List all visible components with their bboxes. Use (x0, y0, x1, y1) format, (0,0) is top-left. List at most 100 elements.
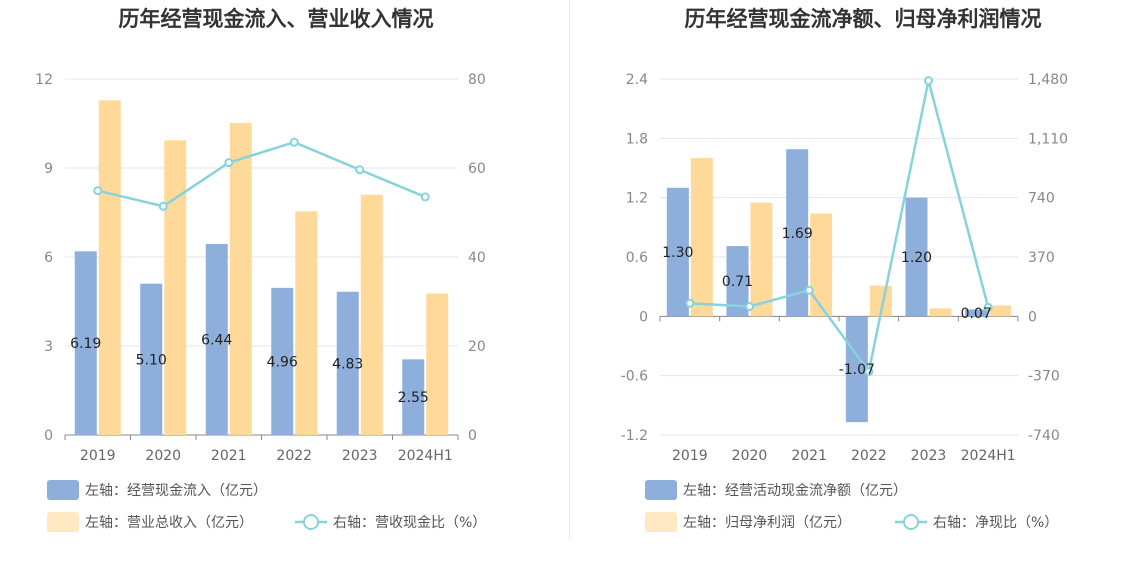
left-axis-tick-label: 12 (35, 72, 53, 88)
category-label: 2021 (211, 448, 247, 464)
legend-swatch (47, 512, 79, 532)
line-point (804, 285, 814, 295)
bar (164, 140, 187, 435)
category-label: 2021 (791, 448, 827, 464)
left-axis-tick-label: 1.8 (626, 131, 648, 147)
bar-value-label: 0.07 (961, 306, 992, 322)
bar-value-label: 5.10 (136, 352, 167, 368)
bar (905, 197, 928, 317)
bar (402, 359, 425, 435)
right-axis-tick-label: 0 (1028, 309, 1037, 325)
ratio-line (689, 80, 990, 375)
panel-divider (569, 0, 570, 540)
right-axis-tick-label: 370 (1028, 250, 1055, 266)
bar (229, 122, 252, 435)
chart-title: 历年经营现金流入、营业收入情况 (119, 7, 434, 31)
right-axis-tick-label: 20 (468, 339, 486, 355)
line-point (685, 298, 695, 308)
line-point (924, 76, 933, 86)
category-label: 2020 (145, 448, 181, 464)
bar (965, 309, 988, 317)
right-axis-tick-label: -370 (1028, 369, 1060, 385)
bar (666, 187, 689, 317)
legend-swatch (645, 480, 677, 500)
right-axis-tick-label: -740 (1028, 428, 1060, 444)
left-axis-tick-label: 0 (639, 309, 648, 325)
line-point (158, 201, 168, 211)
right-axis-tick-label: 740 (1028, 191, 1055, 207)
category-label: 2019 (672, 448, 708, 464)
category-label: 2023 (342, 448, 378, 464)
cash-inflow-revenue-chart-svg: 历年经营现金流入、营业收入情况 0 3 6 9 12 0 20 40 60 80 2019 2020 20… (35, 7, 486, 532)
bar (810, 213, 833, 317)
bar (360, 194, 383, 435)
bar-value-label: 4.96 (267, 354, 298, 370)
bar-value-label: 6.44 (201, 332, 232, 348)
category-label: 2020 (732, 448, 768, 464)
line-point (93, 186, 103, 196)
bar (929, 308, 952, 317)
bar (205, 243, 228, 435)
right-axis-tick-label: 60 (468, 161, 486, 177)
left-axis-tick-label: 0 (44, 428, 53, 444)
line-point (745, 302, 754, 312)
bar (98, 100, 121, 436)
bar-value-label: 1.30 (662, 245, 693, 261)
bar (690, 158, 713, 317)
right-axis-tick-label: 40 (468, 250, 486, 266)
line-point (355, 165, 365, 175)
cash-inflow-revenue-chart: 历年经营现金流入、营业收入情况 0 3 6 9 12 0 20 40 60 80 2019 2020 20… (0, 0, 570, 582)
category-label: 2022 (851, 448, 887, 464)
category-label: 2022 (276, 448, 312, 464)
net-cash-profit-chart: 历年经营现金流净额、归母净利润情况 -1.2 -0.6 0 0.6 1.2 1.8 2.4 -7… (570, 0, 1134, 582)
left-axis-tick-label: 1.2 (626, 191, 648, 207)
category-label: 2024H1 (398, 448, 453, 464)
ratio-line (97, 140, 426, 208)
bar (869, 285, 892, 317)
legend-label: 左轴：经营活动现金流净额（亿元） (683, 483, 907, 499)
right-axis-tick-label: 1,110 (1028, 131, 1068, 147)
left-axis-tick-label: 9 (44, 161, 53, 177)
line-point (864, 367, 874, 377)
bar (271, 287, 294, 435)
left-axis-tick-label: -1.2 (621, 428, 648, 444)
legend-label: 右轴：营收现金比（%） (333, 515, 486, 531)
category-label: 2019 (80, 448, 116, 464)
bar (295, 211, 318, 435)
bar (426, 293, 449, 435)
bar-value-label: 1.69 (782, 226, 813, 242)
right-axis-tick-label: 1,480 (1028, 72, 1068, 88)
legend-label: 左轴：经营现金流入（亿元） (85, 483, 267, 499)
line-point (983, 302, 993, 312)
line-point (289, 137, 299, 147)
bar-value-label: 4.83 (332, 356, 363, 372)
net-cash-profit-chart-svg: 历年经营现金流净额、归母净利润情况 -1.2 -0.6 0 0.6 1.2 1.8 2.4 -7… (621, 7, 1068, 532)
legend-swatch (47, 480, 79, 500)
right-axis-tick-label: 80 (468, 72, 486, 88)
right-axis-tick-label: 0 (468, 428, 477, 444)
category-label: 2023 (911, 448, 947, 464)
bar-value-label: 1.20 (901, 250, 932, 266)
legend-line-marker (303, 514, 319, 530)
bar (845, 316, 868, 423)
legend-swatch (645, 512, 677, 532)
left-axis-tick-label: 3 (44, 339, 53, 355)
legend-label: 左轴：归母净利润（亿元） (683, 514, 851, 531)
line-point (224, 158, 234, 168)
bar (989, 305, 1012, 317)
legend-label: 右轴：净现比（%） (933, 515, 1058, 531)
left-axis-tick-label: -0.6 (621, 369, 648, 385)
bar (336, 291, 359, 435)
bar (786, 149, 809, 317)
bar-value-label: -1.07 (839, 362, 875, 378)
bar (140, 283, 163, 435)
bar-value-label: 6.19 (70, 336, 101, 352)
line-point (420, 192, 430, 202)
left-axis-tick-label: 2.4 (626, 72, 648, 88)
left-axis-tick-label: 6 (44, 250, 53, 266)
bar-value-label: 2.55 (398, 390, 429, 406)
legend-label: 左轴：营业总收入（亿元） (85, 515, 253, 531)
bar-value-label: 0.71 (722, 274, 753, 290)
category-label: 2024H1 (961, 448, 1016, 464)
